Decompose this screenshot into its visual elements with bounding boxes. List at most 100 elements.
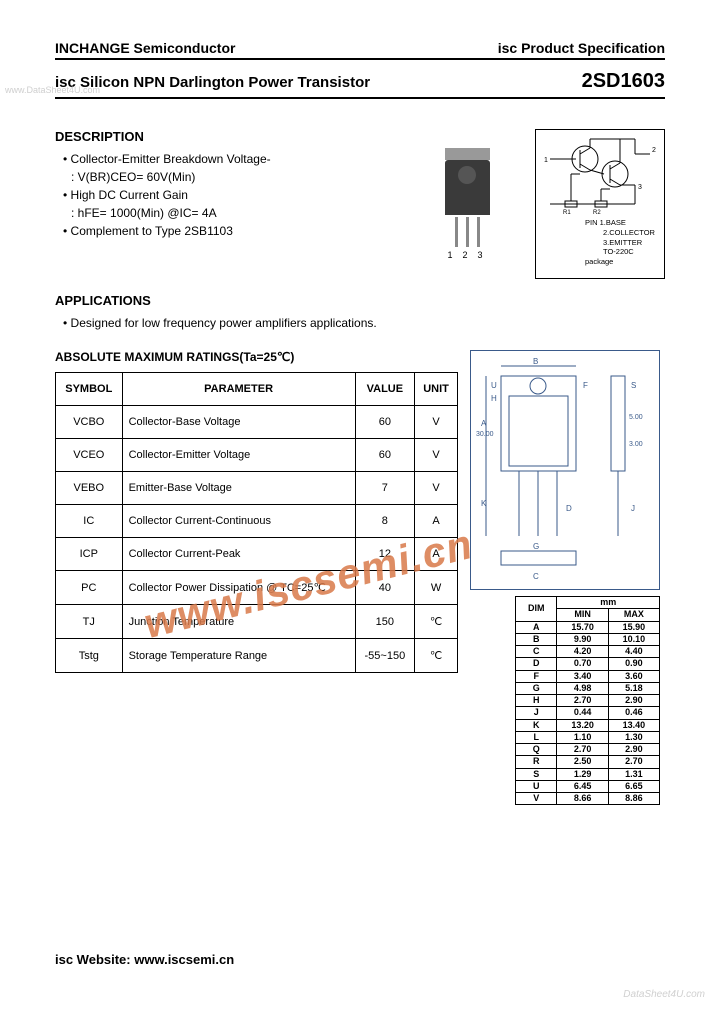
- table-row: C 4.20 4.40: [516, 646, 660, 658]
- ratings-value: -55~150: [355, 639, 415, 673]
- dims-col-dim: DIM: [516, 597, 557, 622]
- dims-col-min: MIN: [557, 609, 608, 621]
- table-row: V 8.66 8.86: [516, 793, 660, 805]
- dim-max: 0.46: [608, 707, 659, 719]
- ratings-heading: ABSOLUTE MAXIMUM RATINGS(Ta=25℃): [55, 350, 458, 364]
- dim-max: 3.60: [608, 670, 659, 682]
- ratings-unit: A: [415, 538, 458, 571]
- dim-min: 13.20: [557, 719, 608, 731]
- svg-text:K: K: [481, 499, 487, 508]
- ratings-param: Collector-Emitter Voltage: [122, 439, 355, 472]
- dims-col-max: MAX: [608, 609, 659, 621]
- dim-max: 13.40: [608, 719, 659, 731]
- applications-section: APPLICATIONS Designed for low frequency …: [55, 293, 665, 332]
- table-row: VCEO Collector-Emitter Voltage 60 V: [56, 439, 458, 472]
- description-heading: DESCRIPTION: [55, 129, 400, 144]
- ratings-col-value: VALUE: [355, 373, 415, 406]
- dim-min: 0.44: [557, 707, 608, 719]
- ratings-param: Junction Temperature: [122, 605, 355, 639]
- footer-website: isc Website: www.iscsemi.cn: [55, 952, 234, 967]
- svg-text:1: 1: [544, 157, 548, 164]
- header-bar: INCHANGE Semiconductor isc Product Speci…: [55, 40, 665, 60]
- table-row: J 0.44 0.46: [516, 707, 660, 719]
- ratings-symbol: Tstg: [56, 639, 123, 673]
- dim-max: 5.18: [608, 682, 659, 694]
- dim-max: 1.31: [608, 768, 659, 780]
- part-number: 2SD1603: [582, 70, 665, 93]
- dim-min: 0.70: [557, 658, 608, 670]
- ratings-symbol: VCEO: [56, 439, 123, 472]
- dim-max: 1.30: [608, 731, 659, 743]
- package-image: 123: [410, 129, 525, 279]
- desc-sub-2: : hFE= 1000(Min) @IC= 4A: [55, 204, 400, 222]
- ratings-unit: ℃: [415, 605, 458, 639]
- desc-sub-1: : V(BR)CEO= 60V(Min): [55, 168, 400, 186]
- ratings-symbol: PC: [56, 571, 123, 605]
- dim-min: 15.70: [557, 621, 608, 633]
- ratings-unit: V: [415, 472, 458, 505]
- dim-max: 2.70: [608, 756, 659, 768]
- dim-max: 8.86: [608, 793, 659, 805]
- svg-text:R2: R2: [593, 210, 601, 214]
- desc-bullet-2: High DC Current Gain: [63, 186, 400, 204]
- svg-text:F: F: [583, 381, 588, 390]
- dim-max: 2.90: [608, 695, 659, 707]
- dim-max: 2.90: [608, 744, 659, 756]
- dim-letter: K: [516, 719, 557, 731]
- svg-text:3.00: 3.00: [629, 441, 643, 448]
- watermark-corner: DataSheet4U.com: [623, 989, 705, 1000]
- table-row: A 15.70 15.90: [516, 621, 660, 633]
- dim-max: 4.40: [608, 646, 659, 658]
- pin-3: 3.EMITTER: [585, 238, 642, 247]
- svg-text:H: H: [491, 394, 497, 403]
- svg-text:U: U: [491, 381, 497, 390]
- dim-min: 1.29: [557, 768, 608, 780]
- product-title: isc Silicon NPN Darlington Power Transis…: [55, 74, 370, 91]
- ratings-col-parameter: PARAMETER: [122, 373, 355, 406]
- ratings-param: Emitter-Base Voltage: [122, 472, 355, 505]
- svg-text:R1: R1: [563, 210, 571, 214]
- dim-min: 4.98: [557, 682, 608, 694]
- watermark-side: www.DataSheet4U.com: [5, 85, 100, 95]
- dim-letter: D: [516, 658, 557, 670]
- dim-min: 4.20: [557, 646, 608, 658]
- svg-text:2: 2: [652, 147, 656, 154]
- table-row: Tstg Storage Temperature Range -55~150 ℃: [56, 639, 458, 673]
- table-row: K 13.20 13.40: [516, 719, 660, 731]
- ratings-value: 60: [355, 406, 415, 439]
- svg-text:30.00: 30.00: [476, 431, 494, 438]
- dim-letter: L: [516, 731, 557, 743]
- table-row: L 1.10 1.30: [516, 731, 660, 743]
- dim-letter: V: [516, 793, 557, 805]
- table-row: IC Collector Current-Continuous 8 A: [56, 505, 458, 538]
- pin-1: 1.BASE: [600, 218, 626, 227]
- description-section: DESCRIPTION Collector-Emitter Breakdown …: [55, 129, 400, 279]
- table-row: D 0.70 0.90: [516, 658, 660, 670]
- table-row: PC Collector Power Dissipation @ TC=25℃ …: [56, 571, 458, 605]
- ratings-value: 150: [355, 605, 415, 639]
- dim-letter: S: [516, 768, 557, 780]
- table-row: R 2.50 2.70: [516, 756, 660, 768]
- dim-min: 6.45: [557, 780, 608, 792]
- applications-heading: APPLICATIONS: [55, 293, 665, 308]
- schematic-diagram: 1 2 3 R1 R2 PIN 1.BASE 2.COLLECTOR 3.EMI…: [535, 129, 665, 279]
- ratings-param: Collector Current-Peak: [122, 538, 355, 571]
- dim-letter: R: [516, 756, 557, 768]
- ratings-symbol: TJ: [56, 605, 123, 639]
- pkg-type: TO-220C package: [585, 247, 634, 266]
- svg-text:C: C: [533, 572, 539, 581]
- dim-letter: H: [516, 695, 557, 707]
- dim-min: 2.50: [557, 756, 608, 768]
- dim-letter: F: [516, 670, 557, 682]
- spec-label: isc Product Specification: [498, 40, 665, 56]
- dim-letter: C: [516, 646, 557, 658]
- table-row: VCBO Collector-Base Voltage 60 V: [56, 406, 458, 439]
- svg-text:S: S: [631, 381, 636, 390]
- ratings-value: 7: [355, 472, 415, 505]
- svg-text:A: A: [481, 419, 487, 428]
- ratings-param: Collector Current-Continuous: [122, 505, 355, 538]
- dim-letter: J: [516, 707, 557, 719]
- svg-text:3: 3: [638, 184, 642, 191]
- pin-numbers: 123: [442, 250, 492, 260]
- table-row: Q 2.70 2.90: [516, 744, 660, 756]
